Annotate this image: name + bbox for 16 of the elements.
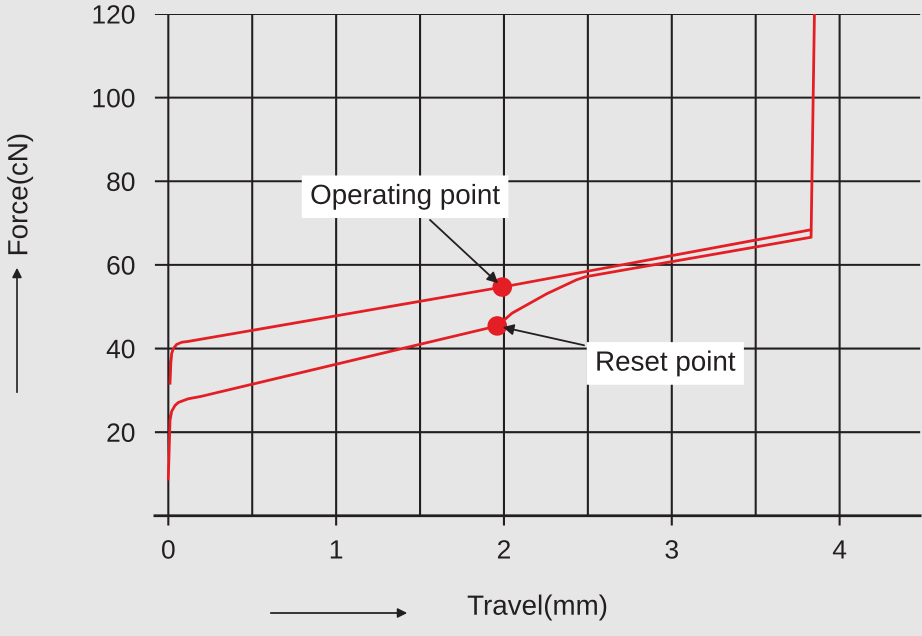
y-tick-label: 60 bbox=[107, 256, 134, 275]
line-series bbox=[166, 14, 816, 480]
y-tick-label: 40 bbox=[106, 340, 134, 358]
y-tick-label: 120 bbox=[93, 5, 134, 24]
x-tick-label: 4 bbox=[832, 540, 846, 559]
x-tick-label: 3 bbox=[665, 540, 678, 559]
y-tick-label: 20 bbox=[107, 423, 134, 442]
annotation: Operating point bbox=[311, 184, 500, 210]
y-axis-title: Force(cN) bbox=[7, 134, 34, 254]
y-tick-label: 100 bbox=[93, 88, 134, 108]
x-tick-label: 2 bbox=[498, 540, 510, 559]
annotation: Reset point bbox=[597, 350, 736, 376]
x-axis-title: Travel(mm) bbox=[468, 594, 606, 620]
x-tick-label: 1 bbox=[330, 540, 342, 559]
x-tick-label: 0 bbox=[162, 540, 175, 559]
y-tick-label: 80 bbox=[107, 172, 134, 192]
